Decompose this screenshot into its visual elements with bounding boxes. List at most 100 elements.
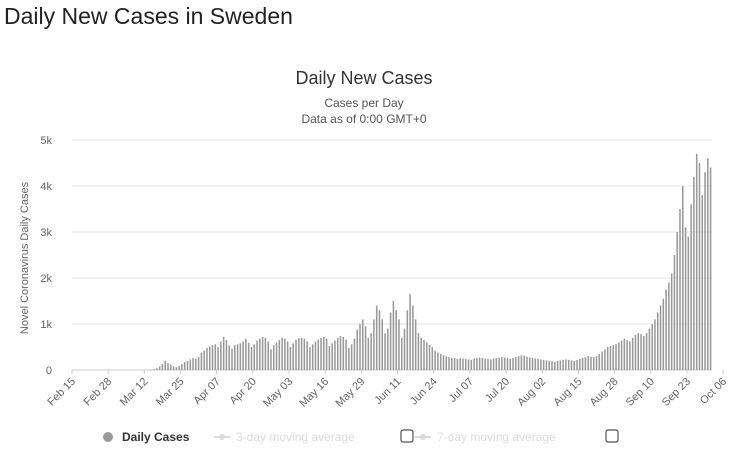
- bar[interactable]: [709, 167, 712, 370]
- bar[interactable]: [403, 328, 406, 370]
- bar[interactable]: [481, 358, 484, 370]
- bar[interactable]: [637, 333, 640, 370]
- bar[interactable]: [570, 360, 573, 370]
- bar[interactable]: [417, 333, 420, 370]
- bar[interactable]: [612, 345, 614, 370]
- bar[interactable]: [565, 359, 567, 370]
- bar[interactable]: [595, 356, 598, 370]
- bar[interactable]: [306, 341, 308, 370]
- bar[interactable]: [373, 319, 375, 370]
- bar[interactable]: [670, 273, 673, 370]
- bar[interactable]: [428, 344, 431, 370]
- bar[interactable]: [668, 282, 670, 370]
- bar[interactable]: [695, 153, 698, 370]
- bar[interactable]: [707, 158, 709, 370]
- bar[interactable]: [256, 340, 258, 370]
- bar[interactable]: [640, 334, 642, 370]
- bar[interactable]: [236, 344, 239, 370]
- bar[interactable]: [470, 359, 473, 370]
- bar[interactable]: [292, 343, 294, 370]
- bar[interactable]: [367, 337, 370, 370]
- bar[interactable]: [554, 361, 556, 370]
- bar[interactable]: [186, 360, 189, 370]
- bar[interactable]: [153, 369, 155, 370]
- bar[interactable]: [211, 345, 214, 370]
- bar[interactable]: [448, 357, 450, 370]
- bar[interactable]: [698, 163, 701, 370]
- bar[interactable]: [587, 356, 589, 370]
- bar[interactable]: [314, 341, 317, 370]
- bar[interactable]: [498, 357, 500, 370]
- bar[interactable]: [175, 367, 178, 370]
- bar[interactable]: [673, 255, 676, 370]
- bar[interactable]: [336, 337, 339, 370]
- bar[interactable]: [665, 289, 667, 371]
- bar[interactable]: [170, 364, 172, 370]
- bar[interactable]: [643, 335, 645, 370]
- bar[interactable]: [478, 357, 481, 370]
- bar[interactable]: [618, 342, 620, 370]
- bar[interactable]: [620, 340, 623, 370]
- bar[interactable]: [370, 333, 372, 370]
- bar[interactable]: [375, 305, 378, 370]
- bar[interactable]: [387, 328, 389, 370]
- bar[interactable]: [517, 356, 520, 370]
- bar[interactable]: [189, 359, 192, 370]
- bar[interactable]: [158, 366, 161, 370]
- bar[interactable]: [414, 319, 417, 370]
- bar[interactable]: [615, 344, 617, 370]
- bar[interactable]: [364, 326, 367, 370]
- bar[interactable]: [406, 310, 409, 370]
- bar[interactable]: [437, 352, 439, 370]
- bar[interactable]: [350, 344, 353, 370]
- bar[interactable]: [423, 340, 425, 370]
- bar[interactable]: [334, 340, 336, 370]
- bar[interactable]: [548, 360, 550, 370]
- bar[interactable]: [659, 305, 662, 370]
- bar[interactable]: [629, 341, 631, 370]
- bar[interactable]: [275, 342, 278, 370]
- bar[interactable]: [490, 359, 492, 370]
- bar[interactable]: [581, 358, 584, 370]
- bar[interactable]: [626, 340, 628, 370]
- bar[interactable]: [598, 353, 601, 370]
- legend-item-3-day-moving-average[interactable]: 3-day moving average: [214, 430, 355, 444]
- bar[interactable]: [195, 358, 197, 371]
- bar[interactable]: [573, 360, 576, 370]
- legend-item-7-day-moving-average[interactable]: 7-day moving average: [415, 430, 556, 444]
- bar[interactable]: [161, 364, 164, 370]
- bar[interactable]: [487, 358, 489, 370]
- bar[interactable]: [298, 338, 300, 370]
- bar[interactable]: [520, 355, 523, 370]
- bar[interactable]: [579, 358, 581, 370]
- bar[interactable]: [651, 324, 653, 370]
- bar[interactable]: [245, 338, 247, 370]
- bar[interactable]: [353, 338, 356, 370]
- bar[interactable]: [604, 349, 606, 370]
- bar[interactable]: [412, 305, 414, 370]
- bar[interactable]: [272, 345, 275, 370]
- bar[interactable]: [300, 337, 303, 370]
- bar[interactable]: [250, 347, 253, 370]
- bar[interactable]: [362, 319, 364, 370]
- bar[interactable]: [253, 344, 256, 370]
- bar[interactable]: [687, 236, 690, 370]
- bar[interactable]: [439, 353, 442, 370]
- bar[interactable]: [562, 359, 564, 370]
- bar[interactable]: [222, 336, 225, 370]
- bar[interactable]: [261, 336, 264, 370]
- bar[interactable]: [400, 337, 403, 370]
- bar[interactable]: [217, 347, 219, 370]
- bar[interactable]: [704, 172, 706, 370]
- bar[interactable]: [567, 359, 570, 370]
- bar[interactable]: [690, 204, 692, 370]
- bar[interactable]: [409, 294, 411, 370]
- bar[interactable]: [270, 349, 272, 370]
- bar[interactable]: [459, 358, 461, 370]
- bar[interactable]: [492, 358, 495, 371]
- bar[interactable]: [592, 357, 595, 370]
- bar[interactable]: [531, 358, 534, 370]
- bar[interactable]: [281, 337, 283, 370]
- bar[interactable]: [528, 357, 531, 370]
- bar[interactable]: [259, 338, 261, 370]
